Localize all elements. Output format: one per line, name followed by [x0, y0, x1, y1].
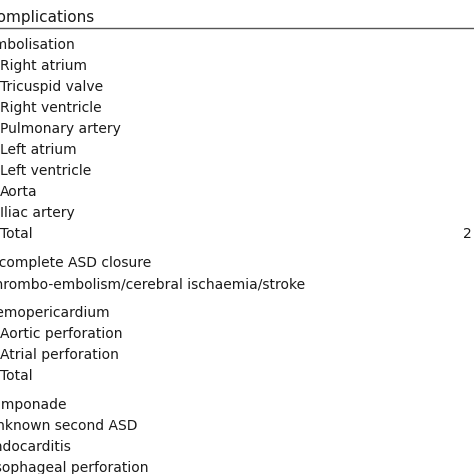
Text: Esophageal perforation: Esophageal perforation	[0, 461, 148, 474]
Text: Pulmonary artery: Pulmonary artery	[0, 122, 121, 136]
Text: Tamponade: Tamponade	[0, 398, 66, 412]
Text: Aorta: Aorta	[0, 185, 37, 199]
Text: Thrombo-embolism/cerebral ischaemia/stroke: Thrombo-embolism/cerebral ischaemia/stro…	[0, 277, 305, 291]
Text: Complications: Complications	[0, 10, 94, 25]
Text: Right atrium: Right atrium	[0, 59, 87, 73]
Text: Left atrium: Left atrium	[0, 143, 77, 157]
Text: Atrial perforation: Atrial perforation	[0, 348, 119, 362]
Text: Endocarditis: Endocarditis	[0, 440, 72, 454]
Text: Embolisation: Embolisation	[0, 38, 76, 52]
Text: Right ventricle: Right ventricle	[0, 101, 101, 115]
Text: Total: Total	[0, 369, 33, 383]
Text: Unknown second ASD: Unknown second ASD	[0, 419, 137, 433]
Text: Hemopericardium: Hemopericardium	[0, 306, 110, 320]
Text: Left ventricle: Left ventricle	[0, 164, 91, 178]
Text: Aortic perforation: Aortic perforation	[0, 327, 122, 341]
Text: 2: 2	[463, 227, 472, 241]
Text: Incomplete ASD closure: Incomplete ASD closure	[0, 256, 151, 270]
Text: Tricuspid valve: Tricuspid valve	[0, 80, 103, 94]
Text: Total: Total	[0, 227, 33, 241]
Text: Iliac artery: Iliac artery	[0, 206, 75, 220]
